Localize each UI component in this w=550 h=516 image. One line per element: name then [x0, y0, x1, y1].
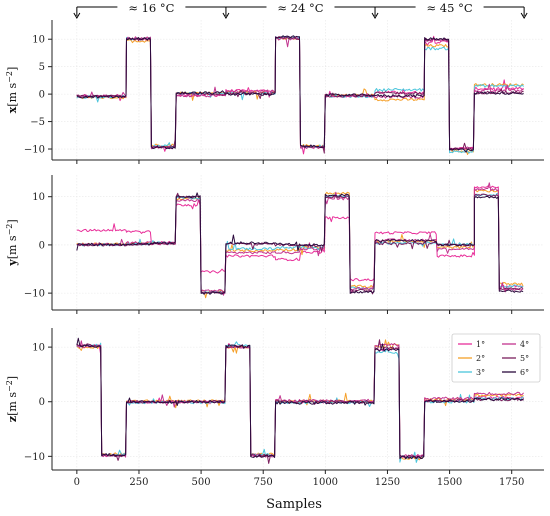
temperature-label: ≈ 16 °C — [128, 1, 174, 15]
legend-label: 6° — [520, 368, 529, 377]
y-tick-label: 10 — [32, 192, 45, 203]
annotation-arrow-head — [73, 12, 81, 19]
y-axis-label-exp: −2 — [5, 224, 14, 236]
y-tick-label: 0 — [39, 90, 45, 101]
y-axis-label-unit: [m s — [6, 235, 19, 259]
y-axis-label: x[m s−2] — [5, 67, 19, 114]
x-tick-label: 250 — [129, 477, 148, 488]
y-axis-label-close: ] — [6, 376, 19, 380]
x-tick-label: 1000 — [313, 477, 338, 488]
x-tick-label: 750 — [254, 477, 273, 488]
y-tick-label: 0 — [39, 240, 45, 251]
series-line-6deg — [76, 35, 524, 153]
panel-y-acceleration: 10 0 −10 y[m s−2] — [5, 175, 544, 314]
y-axis-label-var: y — [6, 259, 19, 267]
y-tick-label: −10 — [24, 452, 45, 463]
y-axis-label-exp: −2 — [5, 71, 14, 83]
y-axis-label-close: ] — [6, 67, 19, 71]
temperature-label: ≈ 24 °C — [277, 1, 323, 15]
y-tick-label: 0 — [39, 397, 45, 408]
legend-label: 2° — [476, 354, 485, 363]
legend-box — [451, 333, 541, 383]
series-line-1deg — [76, 185, 524, 293]
x-tick-label: 0 — [74, 477, 80, 488]
legend-label: 4° — [520, 340, 529, 349]
y-tick-label: −10 — [24, 289, 45, 300]
y-tick-label: 5 — [39, 62, 45, 73]
panel-z-acceleration: 10 0 −10 0 250 500 750 1000 1250 1500 1750 z[m s−2]… — [5, 328, 544, 488]
x-tick-label: 1500 — [437, 477, 462, 488]
annotation-arrow-head — [520, 12, 528, 19]
y-tick-label: 10 — [32, 35, 45, 46]
y-axis-label-var: x — [6, 106, 19, 113]
series-line-6deg — [76, 337, 524, 460]
annotation-arrow-head — [222, 12, 230, 19]
y-tick-label: −5 — [30, 117, 45, 128]
x-tick-label: 1250 — [375, 477, 400, 488]
x-tick-label: 500 — [192, 477, 211, 488]
legend-label: 1° — [476, 340, 485, 349]
x-tick-label: 1750 — [499, 477, 524, 488]
panel-x-acceleration: 10 5 0 −5 −10 x[m s−2] — [5, 20, 544, 164]
y-tick-label: 10 — [32, 343, 45, 354]
series-line-4deg — [76, 182, 524, 296]
y-axis-label: z[m s−2] — [5, 376, 19, 422]
temperature-label: ≈ 45 °C — [427, 1, 473, 15]
y-axis-label-exp: −2 — [5, 380, 14, 392]
y-axis-label-unit: [m s — [6, 392, 19, 416]
y-axis-label-close: ] — [6, 219, 19, 223]
series-line-6deg — [76, 192, 524, 295]
y-axis-label-var: z — [6, 416, 19, 422]
legend-label: 5° — [520, 354, 529, 363]
y-tick-label: −10 — [24, 145, 45, 156]
temperature-annotations: ≈ 16 °C ≈ 24 °C ≈ 45 °C — [73, 1, 528, 19]
y-axis-label-unit: [m s — [6, 82, 19, 106]
y-axis-label: y[m s−2] — [5, 219, 19, 266]
legend-label: 3° — [476, 368, 485, 377]
legend: 1° 2° 3° 4° 5° 6° — [451, 333, 541, 383]
annotation-arrow-head — [371, 12, 379, 19]
x-axis-label: Samples — [266, 497, 322, 512]
